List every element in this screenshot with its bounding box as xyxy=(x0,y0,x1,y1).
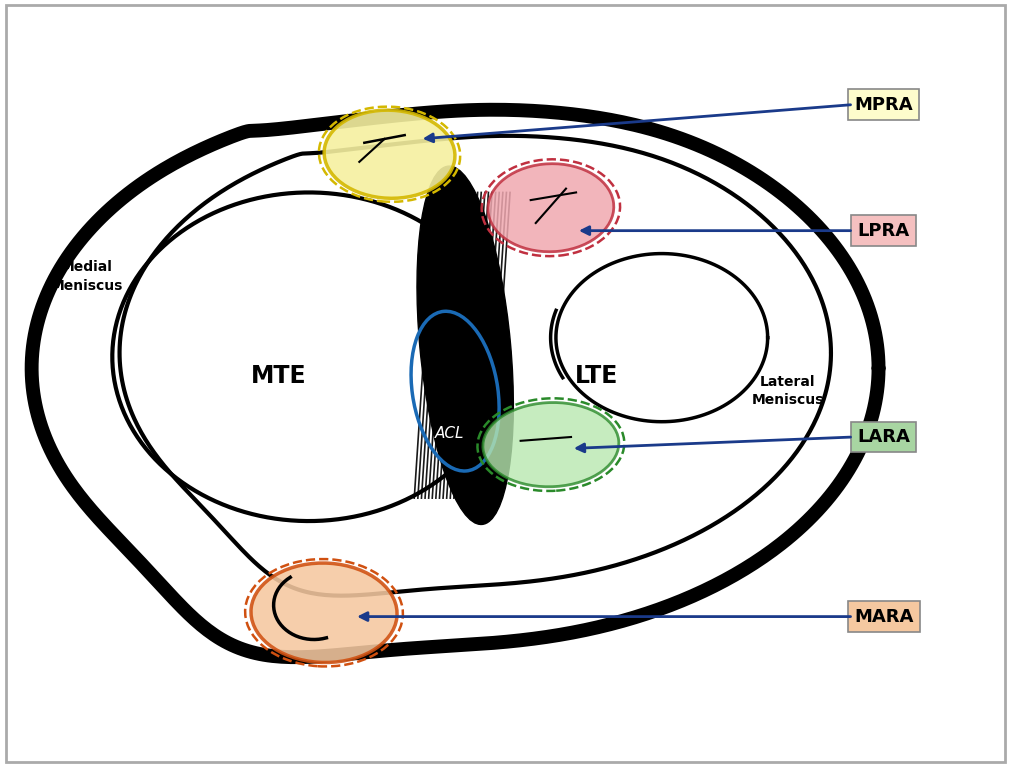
Text: LTE: LTE xyxy=(574,364,618,388)
Text: Lateral
Meniscus: Lateral Meniscus xyxy=(751,375,824,407)
Ellipse shape xyxy=(325,110,455,199)
Text: LPRA: LPRA xyxy=(857,222,910,239)
Ellipse shape xyxy=(251,563,397,663)
Ellipse shape xyxy=(417,166,514,525)
Text: LARA: LARA xyxy=(857,428,910,446)
Text: MPRA: MPRA xyxy=(854,96,913,114)
Text: MTE: MTE xyxy=(251,364,306,388)
Ellipse shape xyxy=(483,403,619,487)
FancyBboxPatch shape xyxy=(6,5,1005,762)
Ellipse shape xyxy=(488,163,614,252)
Text: ACL: ACL xyxy=(436,426,465,441)
Text: Medial
Meniscus: Medial Meniscus xyxy=(51,260,123,293)
Text: MARA: MARA xyxy=(854,607,913,626)
